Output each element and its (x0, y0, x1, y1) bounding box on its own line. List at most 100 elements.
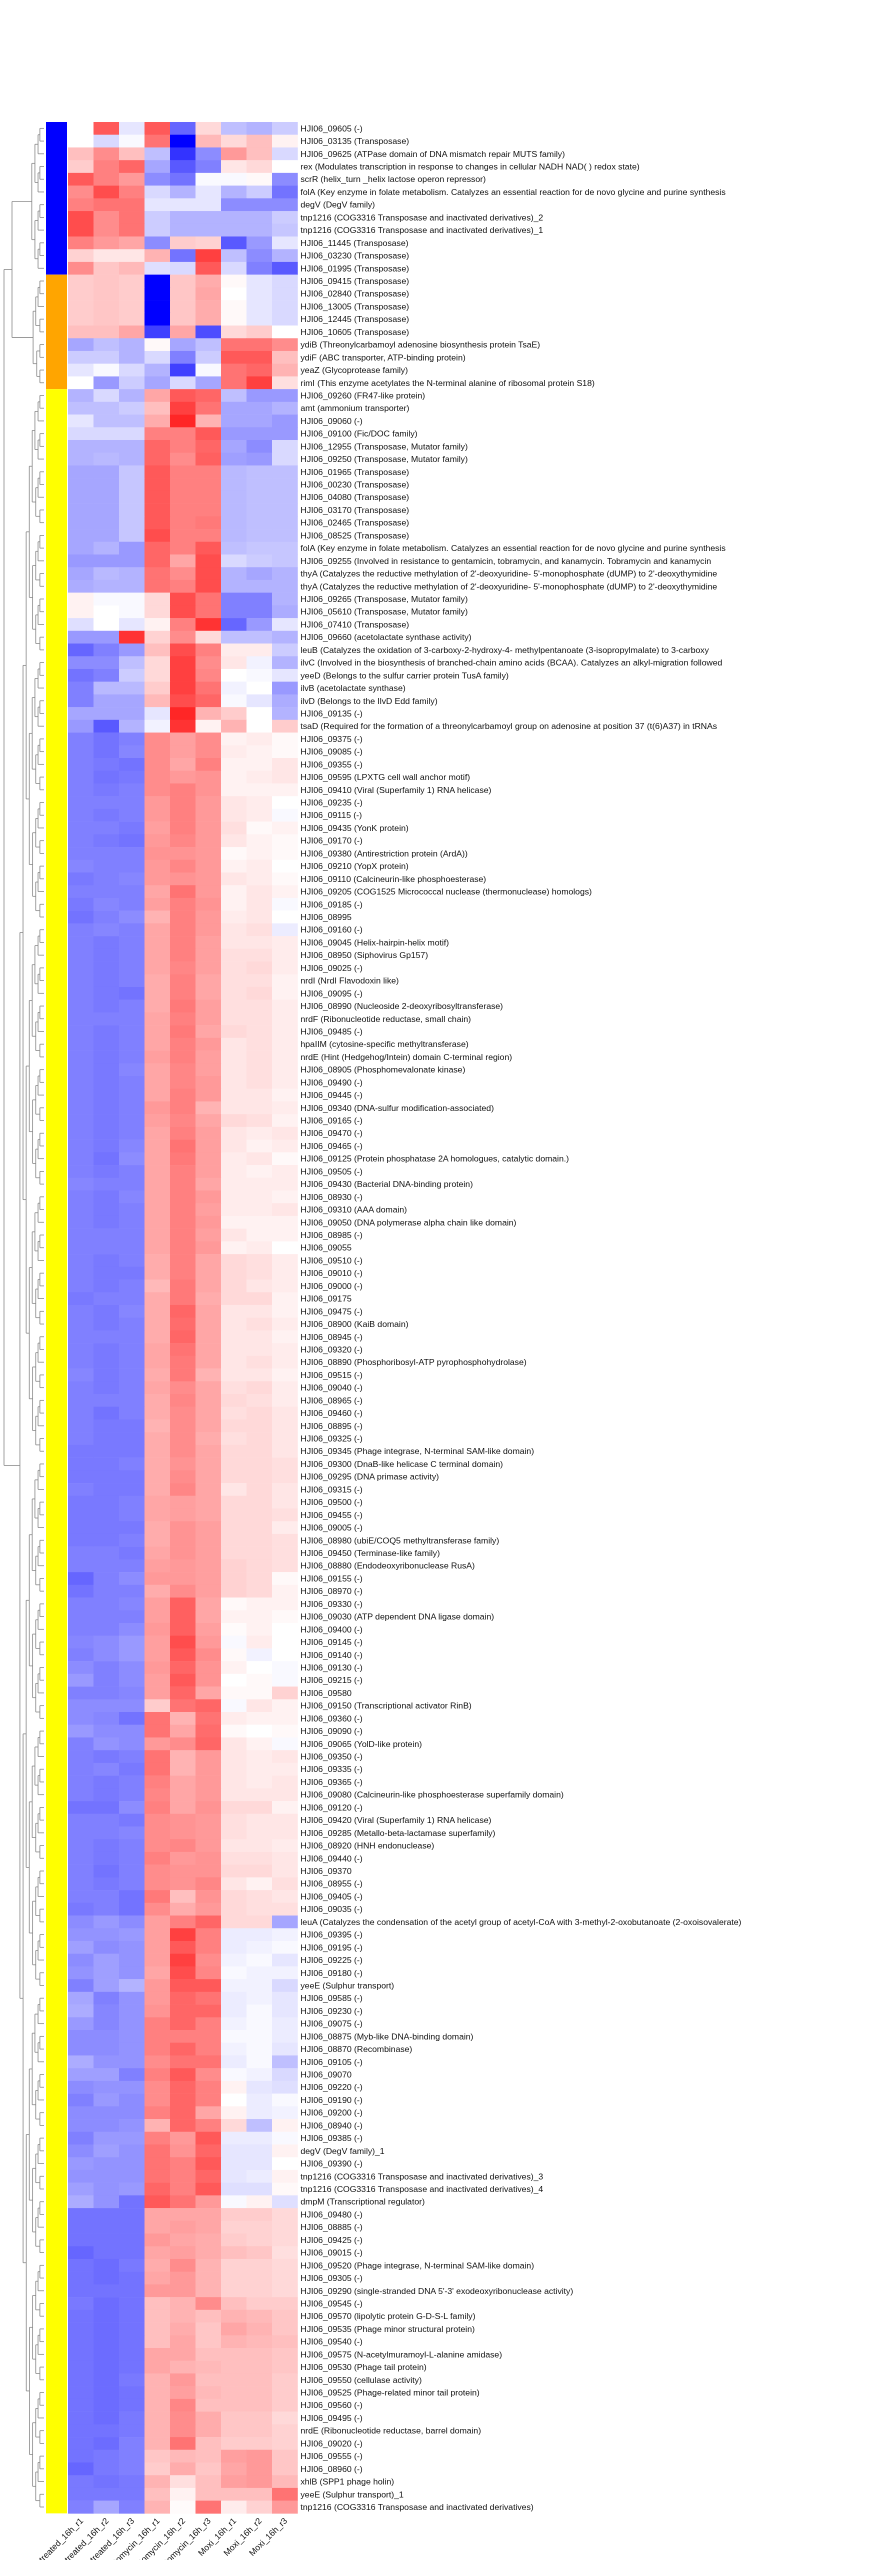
heatmap-cell (93, 796, 120, 810)
heatmap-cell (68, 821, 94, 835)
heatmap-cell (144, 1483, 171, 1497)
heatmap-cell (119, 1584, 145, 1598)
heatmap-cell (93, 745, 120, 759)
heatmap-cell (221, 910, 247, 924)
heatmap-cell (170, 961, 196, 975)
heatmap-cell (272, 1279, 298, 1293)
heatmap-cell (119, 999, 145, 1013)
heatmap-cell (144, 630, 171, 644)
heatmap-cell (144, 2246, 171, 2260)
heatmap-cell (195, 529, 222, 543)
heatmap-cell (195, 325, 222, 339)
heatmap-cell (144, 847, 171, 861)
row-label: HJI06_03230 (Transposase) (301, 251, 410, 261)
heatmap-cell (195, 2424, 222, 2438)
heatmap-cell (144, 2119, 171, 2133)
heatmap-cell (195, 656, 222, 670)
heatmap-cell (246, 885, 273, 899)
heatmap-cell (221, 1902, 247, 1916)
heatmap-cell (93, 529, 120, 543)
heatmap-cell (272, 1622, 298, 1636)
heatmap-cell (93, 999, 120, 1013)
heatmap-cell (93, 440, 120, 454)
heatmap-cell (246, 1622, 273, 1636)
row-label: HJI06_02840 (Transposase) (301, 289, 410, 299)
heatmap-cell (119, 198, 145, 212)
heatmap-cell (68, 808, 94, 822)
heatmap-cell (170, 1126, 196, 1140)
heatmap-cell (221, 2157, 247, 2171)
heatmap-cell (93, 2411, 120, 2425)
heatmap-cell (170, 503, 196, 517)
heatmap-cell (221, 1508, 247, 1522)
heatmap-cell (221, 503, 247, 517)
heatmap-cell (246, 2487, 273, 2501)
heatmap-cell (221, 986, 247, 1000)
heatmap-cell (170, 2424, 196, 2438)
heatmap-cell (195, 1470, 222, 1484)
heatmap-cell (119, 2449, 145, 2463)
heatmap-cell (272, 1572, 298, 1586)
heatmap-cell (119, 2348, 145, 2362)
heatmap-cell (144, 1953, 171, 1967)
heatmap-cell (221, 1991, 247, 2005)
heatmap-cell (119, 1444, 145, 1458)
row-label: thyA (Catalyzes the reductive methylatio… (301, 569, 718, 579)
heatmap-cell (195, 1126, 222, 1140)
heatmap-cell (246, 847, 273, 861)
heatmap-cell (195, 1724, 222, 1738)
heatmap-cell (170, 770, 196, 784)
heatmap-cell (221, 1330, 247, 1344)
heatmap-cell (144, 948, 171, 962)
heatmap-cell (272, 1648, 298, 1662)
heatmap-cell (119, 1686, 145, 1700)
heatmap-cell (246, 1775, 273, 1789)
heatmap-cell (272, 986, 298, 1000)
heatmap-cell (144, 1788, 171, 1802)
heatmap-cell (144, 681, 171, 695)
heatmap-cell (272, 1126, 298, 1140)
heatmap-cell (93, 2080, 120, 2094)
heatmap-cell (272, 2284, 298, 2298)
heatmap-cell (221, 465, 247, 479)
row-label: HJI06_09095 (-) (301, 988, 363, 998)
heatmap-cell (68, 1279, 94, 1293)
heatmap-cell (170, 986, 196, 1000)
heatmap-cell (68, 249, 94, 263)
heatmap-cell (119, 847, 145, 861)
heatmap-cell (221, 325, 247, 339)
heatmap-cell (170, 1088, 196, 1102)
heatmap-cell (195, 1991, 222, 2005)
heatmap-cell (221, 694, 247, 708)
heatmap-cell (195, 2297, 222, 2311)
heatmap-cell (170, 1991, 196, 2005)
heatmap-cell (144, 147, 171, 161)
row-label: HJI06_11445 (Transposase) (301, 238, 409, 248)
heatmap-cell (93, 2246, 120, 2260)
heatmap-cell (93, 986, 120, 1000)
heatmap-cell (93, 681, 120, 695)
heatmap-cell (221, 1839, 247, 1853)
heatmap-cell (93, 2500, 120, 2514)
heatmap-cell (246, 2462, 273, 2476)
heatmap-cell (195, 923, 222, 937)
heatmap-cell (246, 2360, 273, 2374)
heatmap-cell (144, 1368, 171, 1382)
heatmap-cell (272, 1368, 298, 1382)
heatmap-cell (68, 1864, 94, 1878)
heatmap-cell (93, 541, 120, 555)
heatmap-cell (144, 897, 171, 911)
heatmap-cell (68, 465, 94, 479)
heatmap-cell (272, 1254, 298, 1268)
heatmap-cell (144, 2030, 171, 2044)
heatmap-cell (170, 1355, 196, 1369)
heatmap-cell (119, 1152, 145, 1166)
heatmap-cell (272, 2068, 298, 2082)
heatmap-cell (272, 414, 298, 428)
heatmap-cell (144, 1686, 171, 1700)
heatmap-cell (144, 2195, 171, 2209)
row-label: HJI06_09160 (-) (301, 925, 363, 935)
heatmap-cell (93, 1991, 120, 2005)
heatmap-cell (272, 134, 298, 148)
row-label: HJI06_09285 (Metallo-beta-lactamase supe… (301, 1828, 496, 1838)
